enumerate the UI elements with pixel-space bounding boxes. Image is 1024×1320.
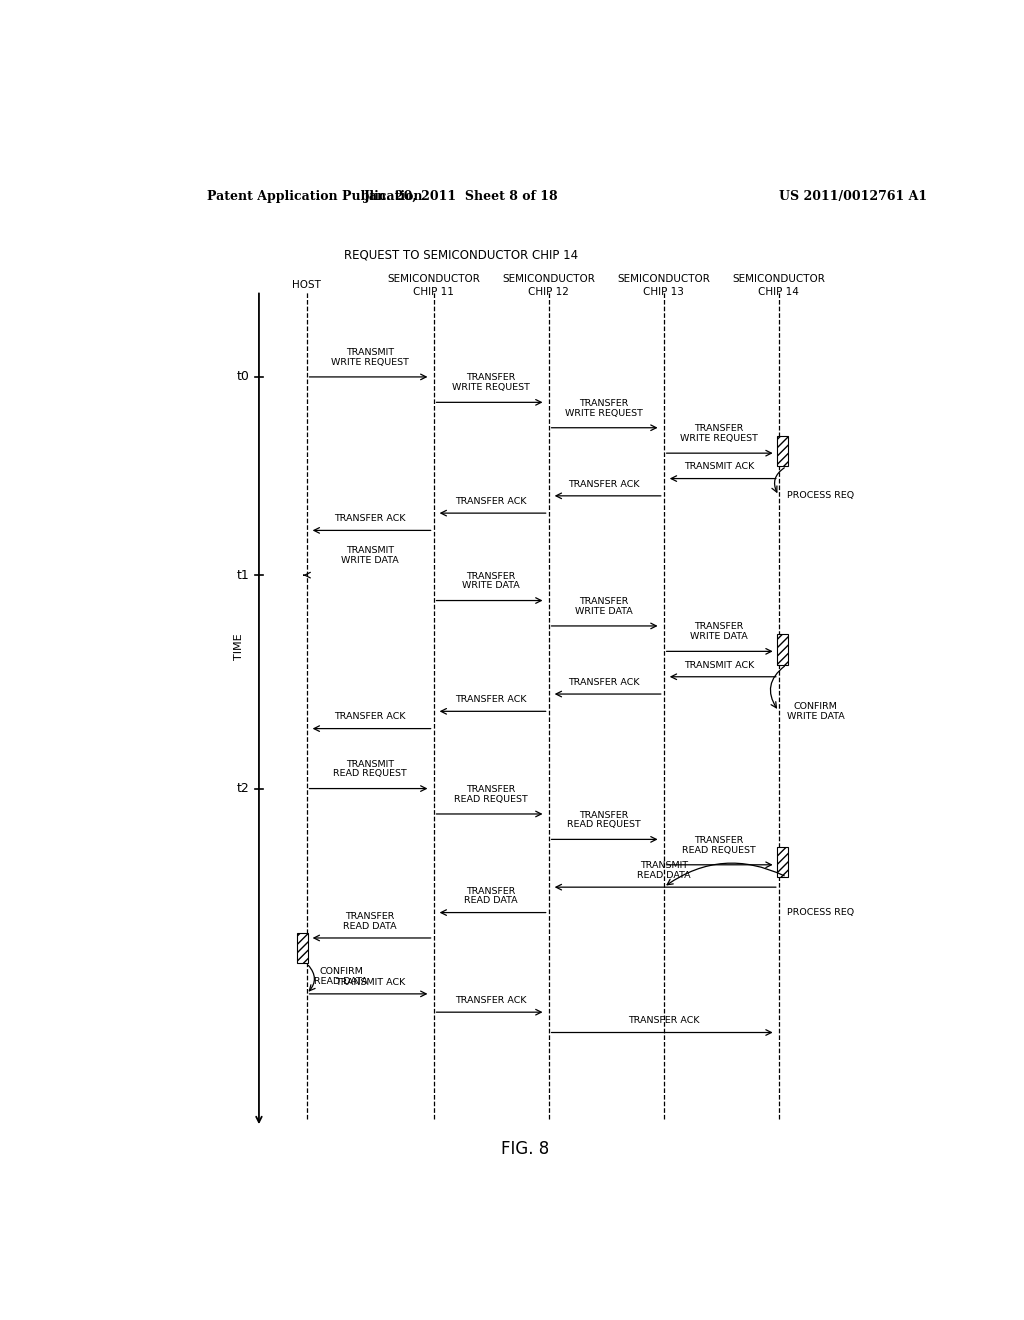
Text: SEMICONDUCTOR
CHIP 14: SEMICONDUCTOR CHIP 14 xyxy=(732,275,825,297)
Text: TRANSFER
READ DATA: TRANSFER READ DATA xyxy=(464,887,517,906)
Text: PROCESS REQ: PROCESS REQ xyxy=(786,491,854,500)
Text: TRANSMIT ACK: TRANSMIT ACK xyxy=(684,660,755,669)
Text: HOST: HOST xyxy=(292,280,321,290)
Text: TIME: TIME xyxy=(234,634,244,660)
Text: TRANSMIT
WRITE DATA: TRANSMIT WRITE DATA xyxy=(341,546,399,565)
Bar xyxy=(777,634,788,664)
Text: US 2011/0012761 A1: US 2011/0012761 A1 xyxy=(778,190,927,202)
Text: TRANSFER ACK: TRANSFER ACK xyxy=(568,678,640,686)
Bar xyxy=(297,933,308,964)
Text: TRANSFER ACK: TRANSFER ACK xyxy=(334,713,406,722)
Text: TRANSFER ACK: TRANSFER ACK xyxy=(568,479,640,488)
Text: TRANSMIT
WRITE REQUEST: TRANSMIT WRITE REQUEST xyxy=(331,348,409,367)
Text: t1: t1 xyxy=(237,569,250,582)
Text: Patent Application Publication: Patent Application Publication xyxy=(207,190,423,202)
Bar xyxy=(777,436,788,466)
Text: TRANSMIT ACK: TRANSMIT ACK xyxy=(335,978,406,987)
Text: TRANSMIT
READ REQUEST: TRANSMIT READ REQUEST xyxy=(333,760,407,779)
Text: CONFIRM
WRITE DATA: CONFIRM WRITE DATA xyxy=(786,702,845,721)
Text: SEMICONDUCTOR
CHIP 12: SEMICONDUCTOR CHIP 12 xyxy=(502,275,595,297)
Text: TRANSMIT ACK: TRANSMIT ACK xyxy=(684,462,755,471)
Text: TRANSFER
WRITE DATA: TRANSFER WRITE DATA xyxy=(575,597,633,615)
Text: TRANSFER ACK: TRANSFER ACK xyxy=(628,1016,699,1026)
Text: TRANSFER ACK: TRANSFER ACK xyxy=(455,498,526,506)
Text: TRANSFER
WRITE REQUEST: TRANSFER WRITE REQUEST xyxy=(680,424,758,444)
Text: TRANSFER
READ REQUEST: TRANSFER READ REQUEST xyxy=(454,785,527,804)
Text: Jan. 20, 2011  Sheet 8 of 18: Jan. 20, 2011 Sheet 8 of 18 xyxy=(364,190,559,202)
Text: TRANSMIT
READ DATA: TRANSMIT READ DATA xyxy=(637,862,690,880)
Bar xyxy=(777,846,788,876)
Text: TRANSFER
WRITE REQUEST: TRANSFER WRITE REQUEST xyxy=(452,374,529,392)
Text: SEMICONDUCTOR
CHIP 11: SEMICONDUCTOR CHIP 11 xyxy=(387,275,480,297)
Text: TRANSFER
READ REQUEST: TRANSFER READ REQUEST xyxy=(567,810,641,829)
Text: SEMICONDUCTOR
CHIP 13: SEMICONDUCTOR CHIP 13 xyxy=(617,275,710,297)
Text: TRANSFER
WRITE DATA: TRANSFER WRITE DATA xyxy=(462,572,519,590)
Text: FIG. 8: FIG. 8 xyxy=(501,1140,549,1159)
Text: TRANSFER ACK: TRANSFER ACK xyxy=(334,515,406,523)
Text: REQUEST TO SEMICONDUCTOR CHIP 14: REQUEST TO SEMICONDUCTOR CHIP 14 xyxy=(344,248,579,261)
Text: CONFIRM
READ DATA: CONFIRM READ DATA xyxy=(314,968,368,986)
Text: t2: t2 xyxy=(237,781,250,795)
Text: TRANSFER
READ DATA: TRANSFER READ DATA xyxy=(343,912,397,931)
Text: TRANSFER ACK: TRANSFER ACK xyxy=(455,696,526,704)
Text: TRANSFER
WRITE DATA: TRANSFER WRITE DATA xyxy=(690,623,749,642)
Text: t0: t0 xyxy=(237,371,250,383)
Text: TRANSFER
WRITE REQUEST: TRANSFER WRITE REQUEST xyxy=(565,399,643,417)
Text: TRANSFER
READ REQUEST: TRANSFER READ REQUEST xyxy=(682,836,756,854)
Text: TRANSFER ACK: TRANSFER ACK xyxy=(455,997,526,1005)
Text: PROCESS REQ: PROCESS REQ xyxy=(786,908,854,917)
